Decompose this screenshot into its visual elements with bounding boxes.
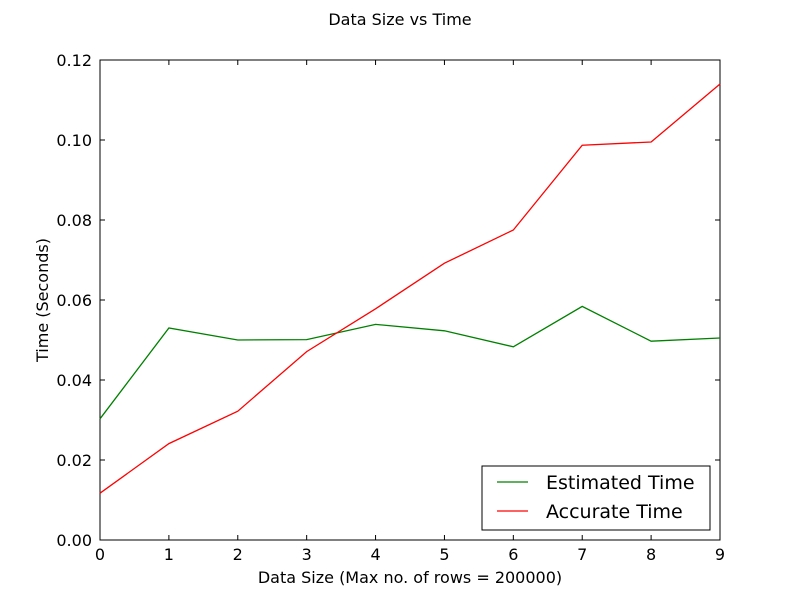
legend-label-estimated: Estimated Time [546, 472, 695, 494]
y-tick-label: 0.00 [56, 531, 92, 550]
y-tick-label: 0.08 [56, 211, 92, 230]
x-tick-label: 3 [302, 545, 312, 564]
tick-layer: 0 1 2 3 4 5 6 7 8 9 0.00 0.02 0.04 0.06 0.08 0.10 0.12 [56, 51, 725, 564]
x-axis-label: Data Size (Max no. of rows = 200000) [258, 568, 562, 587]
x-tick-label: 4 [370, 545, 380, 564]
chart-title: Data Size vs Time [328, 10, 471, 29]
y-tick-label: 0.02 [56, 451, 92, 470]
x-tick-label: 8 [646, 545, 656, 564]
legend-label-accurate: Accurate Time [546, 501, 683, 523]
y-tick-label: 0.12 [56, 51, 92, 70]
x-tick-label: 0 [95, 545, 105, 564]
series-line-estimated-time [99, 305, 721, 420]
x-tick-label: 6 [508, 545, 518, 564]
y-tick-label: 0.10 [56, 131, 92, 150]
y-axis-label: Time (Seconds) [33, 238, 52, 363]
y-tick-label: 0.06 [56, 291, 92, 310]
x-tick-label: 1 [164, 545, 174, 564]
x-tick-label: 2 [233, 545, 243, 564]
series-line-accurate-time [99, 83, 721, 494]
legend: Estimated Time Accurate Time [481, 465, 711, 531]
x-tick-label: 7 [577, 545, 587, 564]
legend-box [481, 465, 711, 531]
x-tick-label: 9 [715, 545, 725, 564]
y-tick-label: 0.04 [56, 371, 92, 390]
series-layer [99, 83, 721, 494]
x-tick-label: 5 [439, 545, 449, 564]
plot-area: 0 1 2 3 4 5 6 7 8 9 0.00 0.02 0.04 0.06 0.08 0.10 0.12 [56, 51, 725, 564]
